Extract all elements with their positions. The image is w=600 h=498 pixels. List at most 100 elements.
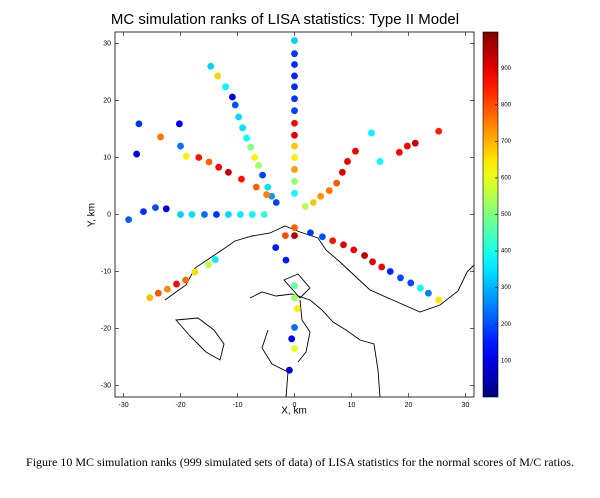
x-tick-label: -30 (118, 402, 128, 409)
point (291, 61, 298, 68)
point (205, 261, 212, 269)
y-tick-label: 30 (103, 40, 111, 47)
point (264, 183, 272, 191)
y-tick-label: -10 (101, 268, 111, 275)
x-tick-label: -10 (232, 402, 242, 409)
colorbar-tick-label: 600 (501, 176, 512, 182)
point (285, 366, 293, 374)
point (125, 216, 133, 224)
point (350, 246, 358, 254)
point (133, 150, 141, 158)
point (177, 142, 184, 150)
point (291, 345, 298, 352)
point (291, 107, 298, 115)
point (201, 211, 208, 218)
chart: MC simulation ranks of LISA statistics: … (87, 11, 512, 417)
point (281, 232, 289, 240)
colorbar-tick-label: 900 (501, 66, 512, 72)
point (319, 233, 326, 241)
point (259, 171, 266, 179)
point (251, 154, 259, 161)
point (291, 142, 298, 150)
point (291, 83, 298, 91)
point (205, 158, 213, 166)
point (435, 127, 443, 135)
point (403, 142, 411, 150)
point (361, 252, 368, 259)
point (162, 205, 170, 213)
point (173, 280, 180, 288)
point (248, 211, 256, 218)
point (231, 101, 239, 109)
point (154, 289, 162, 297)
y-tick-label: 0 (107, 211, 111, 218)
point (344, 158, 351, 165)
point (157, 133, 164, 141)
point (307, 229, 314, 237)
point (291, 37, 298, 44)
point (386, 268, 394, 275)
point (291, 232, 298, 240)
x-tick-label: 0 (293, 402, 297, 409)
x-tick-label: -20 (175, 402, 185, 409)
point (376, 158, 384, 165)
x-tick-label: 10 (348, 402, 356, 409)
point (291, 178, 298, 185)
point (425, 289, 432, 297)
y-tick-label: -30 (101, 382, 111, 389)
point (191, 268, 199, 276)
point (238, 175, 245, 183)
y-tick-label: 10 (103, 154, 111, 161)
point (207, 62, 215, 70)
point (301, 203, 309, 210)
point (411, 139, 419, 147)
point (215, 163, 223, 171)
point (164, 285, 171, 293)
point (252, 183, 260, 191)
point (325, 187, 333, 194)
point (309, 199, 317, 206)
point (222, 83, 229, 91)
point (340, 241, 347, 249)
point (140, 208, 147, 216)
point (146, 294, 154, 302)
point (272, 199, 280, 206)
point (291, 224, 298, 232)
chart-title: MC simulation ranks of LISA statistics: … (111, 11, 459, 28)
y-tick-label: -20 (101, 325, 111, 332)
point (260, 211, 268, 218)
point (182, 152, 190, 160)
point (291, 166, 298, 173)
x-axis-label: X, km (281, 406, 307, 417)
figure-caption: Figure 10 MC simulation ranks (999 simul… (26, 455, 574, 469)
point (329, 237, 337, 245)
point (188, 211, 196, 218)
colorbar-tick-label: 800 (501, 102, 512, 108)
point (333, 179, 341, 187)
point (228, 93, 236, 101)
point (211, 256, 219, 263)
point (236, 211, 244, 218)
point (182, 276, 190, 284)
point (272, 244, 280, 251)
point (352, 147, 359, 155)
point (291, 72, 298, 80)
point (395, 148, 403, 156)
point (224, 168, 232, 176)
point (293, 305, 301, 313)
point (397, 274, 404, 282)
point (177, 211, 184, 218)
point (152, 204, 159, 212)
point (378, 263, 386, 271)
point (291, 119, 298, 127)
point (368, 129, 375, 137)
point (175, 120, 183, 128)
point (291, 50, 298, 58)
colorbar-tick-label: 200 (501, 322, 512, 328)
x-tick-label: 20 (405, 402, 413, 409)
point (268, 192, 276, 200)
colorbar-tick-label: 100 (501, 358, 512, 364)
colorbar-tick-label: 500 (501, 212, 512, 218)
point (235, 113, 243, 121)
